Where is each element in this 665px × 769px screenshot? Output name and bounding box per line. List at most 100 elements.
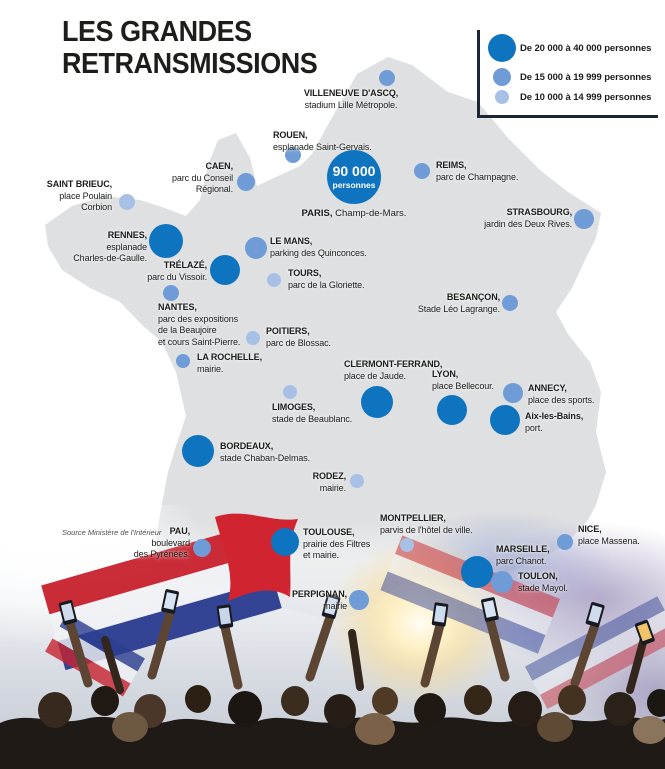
city-label-strasbourg: STRASBOURG, jardin des Deux Rives. [484,207,572,230]
city-name: LYON, [432,369,459,379]
city-marker-villeneuve-dascq [379,70,395,86]
crowd-heads [38,685,665,745]
city-name: TOURS, [288,268,322,278]
city-name: TOULON, [518,571,558,581]
paris-marker: 90 000 personnes [327,150,381,204]
city-marker-nantes [163,285,179,301]
city-marker-la-rochelle [176,354,190,368]
city-venue: mairie. [197,363,224,374]
city-venue: parc du Vissoir. [147,271,207,282]
city-label-reims: REIMS, parc de Champagne. [436,160,518,183]
city-venue: place Bellecour. [432,380,494,391]
city-marker-perpignan [349,590,369,610]
city-marker-tours [267,273,281,287]
city-venue: port. [525,422,543,433]
city-label-limoges: LIMOGES, stade de Beaublanc. [272,402,352,425]
raised-arms [65,608,600,690]
city-venue: Stade Léo Lagrange. [417,303,500,314]
page-title-line1: LES GRANDES [62,16,252,48]
city-label-nantes: NANTES, parc des expositions de la Beaujo… [158,302,240,349]
city-venue: mairie. [319,482,346,493]
city-venue: stade Chaban-Delmas. [220,452,311,463]
phones [58,589,655,646]
city-venue: esplanade Charles-de-Gaulle. [73,241,147,264]
city-venue: parc de Blossac. [266,337,331,348]
city-marker-aix-les-bains [490,405,520,435]
city-marker-strasbourg [574,209,594,229]
city-name: CAEN, [205,161,233,171]
city-name: STRASBOURG, [506,207,573,217]
city-label-rouen: ROUEN, esplanade Saint-Gervais. [273,130,372,153]
city-name: RENNES, [107,230,147,240]
city-label-la-rochelle: LA ROCHELLE, mairie. [197,352,262,375]
legend: De 20 000 à 40 000 personnes De 15 000 à … [477,30,658,118]
city-name: MARSEILLE, [496,544,550,554]
city-marker-lyon [437,395,467,425]
legend-label: De 15 000 à 19 999 personnes [520,71,652,83]
city-name: NANTES, [158,302,197,312]
france-outline [45,57,606,620]
city-venue: stade de Beaublanc. [272,413,353,424]
city-name: RODEZ, [312,471,347,481]
city-name: ANNECY, [528,383,567,393]
city-venue: place des sports. [528,394,595,405]
legend-circle-large [484,34,520,62]
city-label-tours: TOURS, parc de la Gloriette. [288,268,365,291]
city-venue: place Massena. [578,535,640,546]
city-name: SAINT BRIEUC, [46,179,112,189]
city-name: Aix-les-Bains, [525,411,584,421]
city-marker-bordeaux [182,435,214,467]
city-label-perpignan: PERPIGNAN, mairie [292,589,347,612]
city-name: LE MANS, [270,236,313,246]
city-name: PERPIGNAN, [291,589,347,599]
city-venue: parc Chanot. [496,555,547,566]
city-marker-reims [414,163,430,179]
city-marker-rodez [350,474,364,488]
city-venue: parking des Quinconces. [270,247,367,258]
city-label-aix-les-bains: Aix-les-Bains, port. [525,411,583,434]
city-label-trelaze: TRÉLAZÉ, parc du Vissoir. [147,260,207,283]
city-marker-trelaze [210,255,240,285]
city-venue: parc des expositions de la Beaujoire et … [158,313,241,348]
city-name: MONTPELLIER, [380,513,446,523]
city-name: POITIERS, [266,326,310,336]
city-marker-toulon [491,571,513,593]
city-label-poitiers: POITIERS, parc de Blossac. [266,326,331,349]
city-venue: boulevard des Pyrénées. [133,537,190,560]
legend-item-medium: De 15 000 à 19 999 personnes [484,68,658,86]
city-name: CLERMONT-FERRAND, [344,359,443,369]
city-venue: place de Jaude. [344,370,407,381]
legend-label: De 10 000 à 14 999 personnes [520,91,652,103]
paris-venue: Champ-de-Mars. [332,208,407,219]
city-venue: parc du Conseil Régional. [171,172,233,195]
paris-label: PARIS, Champ-de-Mars. [302,208,407,219]
city-name: VILLENEUVE D'ASCQ, [303,88,399,98]
city-name: REIMS, [436,160,467,170]
legend-item-large: De 20 000 à 40 000 personnes [484,34,658,62]
source-note: Source Ministère de l'Intérieur [62,528,162,537]
city-marker-caen [237,173,255,191]
city-marker-besancon [502,295,518,311]
city-venue: mairie [323,600,347,611]
crowd-silhouette [0,716,665,769]
city-marker-marseille [461,556,493,588]
city-marker-pau [193,539,211,557]
city-label-rodez: RODEZ, mairie. [312,471,347,494]
city-marker-clermont-ferrand [361,386,393,418]
city-label-toulon: TOULON, stade Mayol. [518,571,568,594]
legend-circle-small [484,90,520,104]
page-title: LES GRANDES RETRANSMISSIONS [62,16,318,81]
legend-label: De 20 000 à 40 000 personnes [520,42,652,54]
city-name: LIMOGES, [272,402,316,412]
city-marker-rouen [285,147,301,163]
city-venue: place Poulain Corbion [59,190,112,213]
city-venue: jardin des Deux Rives. [484,218,572,229]
paris-count: 90 000 [332,163,376,180]
city-label-lyon: LYON, place Bellecour. [432,369,494,392]
city-marker-le-mans [245,237,267,259]
city-venue: esplanade Saint-Gervais. [273,141,372,152]
city-label-le-mans: LE MANS, parking des Quinconces. [270,236,367,259]
city-venue: stadium Lille Métropole. [304,99,398,110]
city-label-clermont-ferrand: CLERMONT-FERRAND, place de Jaude. [344,359,442,382]
